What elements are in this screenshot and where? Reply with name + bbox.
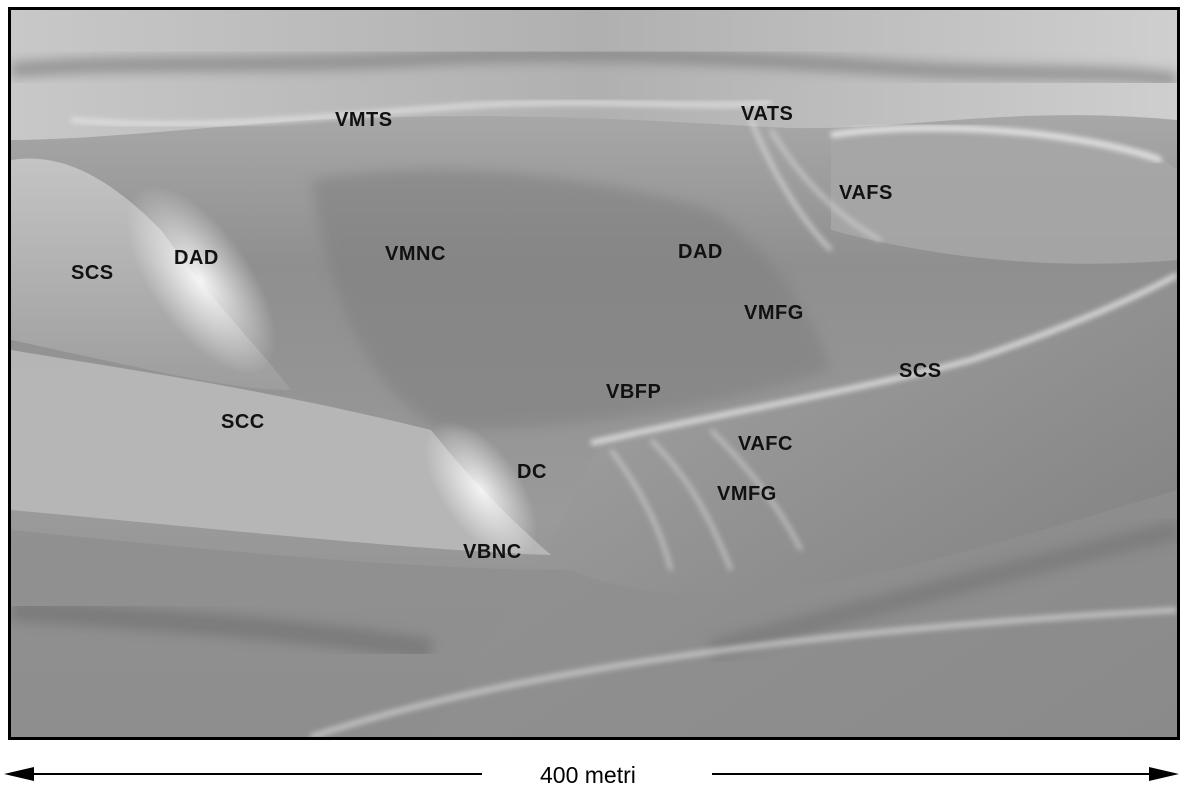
label-vmfg-lower: VMFG: [717, 483, 777, 505]
scale-arrows: [4, 767, 1179, 781]
label-scs-right: SCS: [899, 360, 942, 382]
label-vmnc: VMNC: [385, 243, 446, 265]
label-vmts: VMTS: [335, 109, 393, 131]
scale-bar: 400 metri: [0, 752, 1183, 788]
terrain-rendering: VMTS VATS VAFS SCS DAD VMNC DAD VMFG SCS…: [8, 7, 1180, 740]
shaded-relief-image: [11, 10, 1177, 737]
label-vats: VATS: [741, 103, 794, 125]
label-scc: SCC: [221, 411, 265, 433]
label-dad-left: DAD: [174, 247, 219, 269]
label-dc: DC: [517, 461, 547, 483]
label-dad-right: DAD: [678, 241, 723, 263]
label-scs-left: SCS: [71, 262, 114, 284]
scale-label: 400 metri: [540, 762, 636, 788]
label-vbnc: VBNC: [463, 541, 522, 563]
label-vafc: VAFC: [738, 433, 793, 455]
label-vbfp: VBFP: [606, 381, 662, 403]
label-vmfg-upper: VMFG: [744, 302, 804, 324]
label-vafs: VAFS: [839, 182, 893, 204]
